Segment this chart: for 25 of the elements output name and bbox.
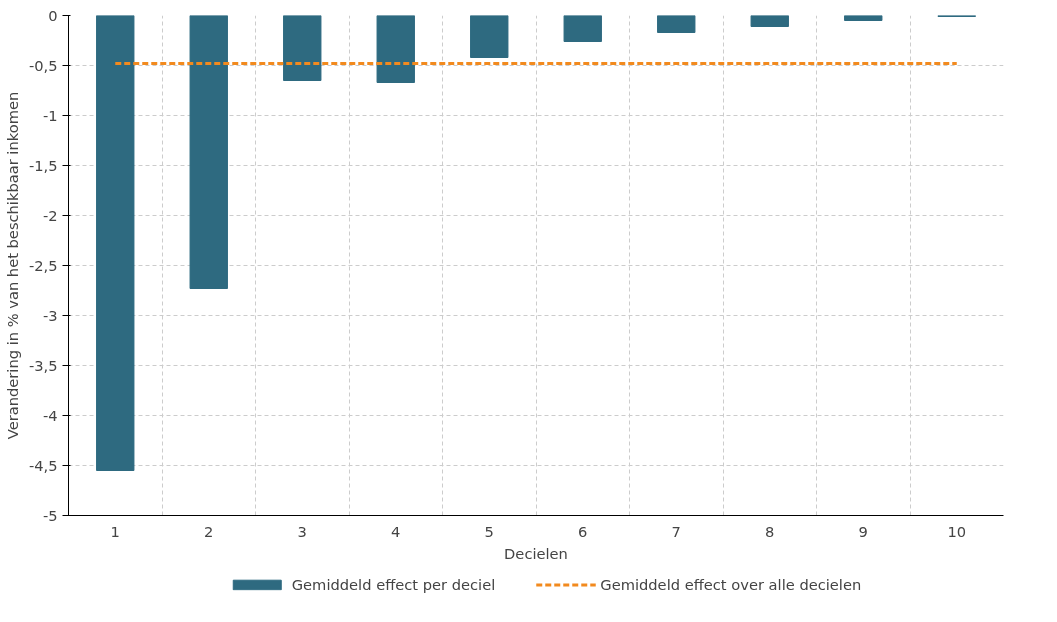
- y-tick-label: -1,5: [28, 156, 58, 174]
- y-tick-label: -0,5: [28, 56, 58, 74]
- y-tick-label: -2: [42, 206, 58, 224]
- x-tick-label: 8: [765, 522, 775, 540]
- legend-label: Gemiddeld effect over alle decielen: [600, 575, 862, 593]
- x-tick-label: 10: [947, 522, 967, 540]
- y-axis-title: Verandering in % van het beschikbaar inkomen: [3, 91, 21, 440]
- x-tick-label: 5: [484, 522, 494, 540]
- y-tick-label: -4,5: [28, 456, 58, 474]
- x-tick-label: 6: [578, 522, 588, 540]
- x-tick-label: 3: [297, 522, 307, 540]
- x-axis-title: Decielen: [504, 544, 568, 562]
- x-tick-label: 1: [110, 522, 120, 540]
- legend-label: Gemiddeld effect per deciel: [291, 575, 496, 593]
- y-tick-label: -1: [42, 106, 58, 124]
- x-tick-label: 2: [204, 522, 214, 540]
- y-tick-label: -3,5: [28, 356, 58, 374]
- y-tick-label: -3: [42, 306, 58, 324]
- y-tick-label: 0: [48, 6, 58, 24]
- x-tick-label: 7: [671, 522, 681, 540]
- y-tick-label: -5: [42, 506, 58, 524]
- x-tick-label: 4: [391, 522, 401, 540]
- x-tick-label: 9: [858, 522, 868, 540]
- y-tick-label: -2,5: [28, 256, 58, 274]
- y-tick-label: -4: [42, 406, 58, 424]
